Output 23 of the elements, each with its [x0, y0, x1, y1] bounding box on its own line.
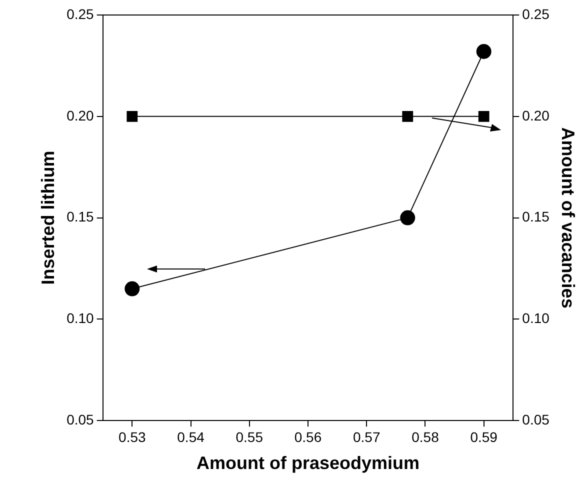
x-tick-label: 0.59: [470, 428, 498, 445]
x-tick-label: 0.53: [118, 428, 146, 445]
x-axis-title: Amount of praseodymium: [196, 453, 420, 474]
y-tick-label: 0.05: [66, 411, 94, 428]
point: [476, 44, 492, 60]
x-tick-label: 0.56: [294, 428, 322, 445]
y-tick-label: 0.15: [66, 208, 94, 225]
y2-tick-label: 0.15: [522, 208, 550, 225]
point: [400, 210, 416, 226]
y-tick-label: 0.25: [66, 6, 94, 22]
y2-tick-label: 0.20: [522, 107, 550, 124]
y2-tick-label: 0.10: [522, 310, 550, 326]
x-tick-label: 0.55: [236, 428, 264, 445]
x-tick-label: 0.58: [412, 428, 440, 445]
y2-axis-title: Amount of vacancies: [558, 127, 578, 308]
y-axis-title: Inserted lithium: [38, 150, 58, 285]
x-tick-label: 0.57: [352, 428, 380, 445]
y2-tick-label: 0.05: [522, 411, 550, 428]
y-tick-label: 0.20: [66, 107, 94, 124]
x-tick-label: 0.54: [177, 428, 205, 445]
point: [124, 281, 140, 296]
y2-tick-label: 0.25: [522, 6, 550, 22]
y-tick-label: 0.10: [66, 310, 94, 326]
